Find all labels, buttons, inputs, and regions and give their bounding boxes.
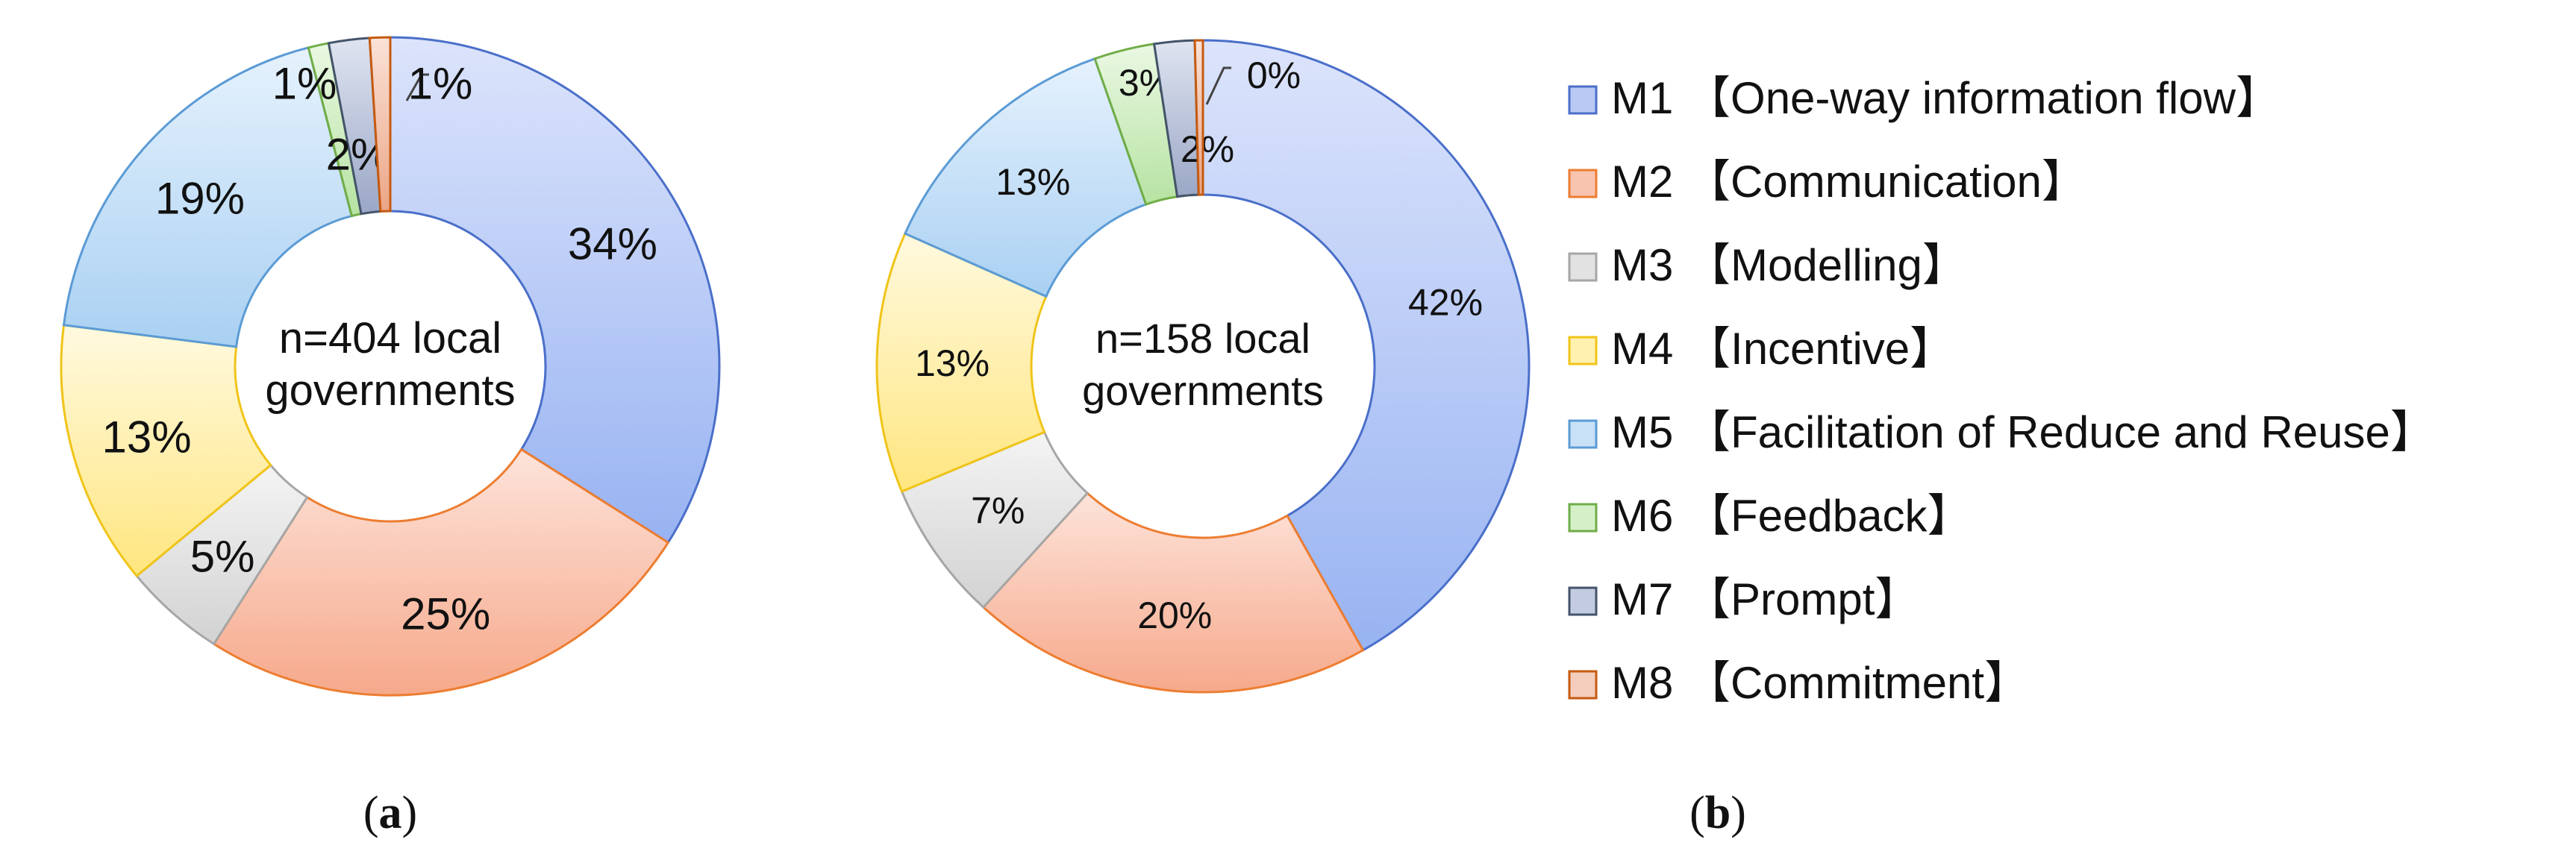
legend-label-m5: M5 【Facilitation of Reduce and Reuse】 — [1611, 407, 2435, 457]
value-label-m2: 25% — [401, 589, 490, 638]
legend-item-m7: M7 【Prompt】 — [1568, 574, 1919, 624]
legend-swatch-m8 — [1568, 670, 1598, 700]
legend-item-m4: M4 【Incentive】 — [1568, 324, 1954, 374]
value-label-m1: 42% — [1408, 282, 1483, 324]
value-label-m5: 13% — [995, 161, 1070, 203]
panel-caption-b: (b) — [1689, 788, 1746, 838]
legend-swatch-m3 — [1568, 252, 1598, 282]
legend-label-m2: M2 【Communication】 — [1611, 157, 2086, 207]
legend-swatch-m4 — [1568, 336, 1598, 365]
panel-caption-a: (a) — [363, 788, 417, 838]
panel-caption-a-letter: a — [379, 788, 402, 838]
svg-text:(b): (b) — [1689, 788, 1746, 838]
legend-item-m1: M1 【One-way information flow】 — [1568, 73, 2280, 123]
legend-label-m7: M7 【Prompt】 — [1611, 574, 1919, 624]
donut-chart-b: 42%20%7%13%13%3%2%0%n=158 local governmen… — [875, 39, 1531, 694]
center-label: n=158 local governments — [1082, 315, 1324, 414]
value-label-m4: 13% — [915, 342, 990, 384]
legend-label-m6: M6 【Feedback】 — [1611, 491, 1972, 541]
value-label-m4: 13% — [101, 412, 191, 462]
leader-line-m8 — [1205, 66, 1231, 105]
legend-item-m2: M2 【Communication】 — [1568, 157, 2086, 207]
legend-label-m3: M3 【Modelling】 — [1611, 240, 1967, 290]
value-label-m3: 7% — [971, 489, 1025, 531]
legend-label-m1: M1 【One-way information flow】 — [1611, 73, 2280, 123]
svg-text:(a): (a) — [363, 788, 417, 838]
slice-m1 — [1201, 39, 1531, 652]
legend-item-m5: M5 【Facilitation of Reduce and Reuse】 — [1568, 407, 2435, 457]
legend-swatch-m1 — [1568, 85, 1598, 115]
legend-swatch-m5 — [1568, 419, 1598, 449]
legend-swatch-m7 — [1568, 586, 1598, 616]
value-label-m3: 5% — [190, 532, 255, 582]
slice-m5 — [903, 57, 1148, 298]
legend-label-m8: M8 【Commitment】 — [1611, 658, 2029, 708]
slice-m2 — [981, 491, 1365, 694]
donut-chart-a: 34%25%5%13%19%1%2%1%n=404 local governmen… — [60, 36, 721, 697]
slice-m4 — [875, 232, 1048, 493]
slice-m1 — [389, 36, 721, 545]
legend-swatch-m2 — [1568, 169, 1598, 198]
value-label-m7: 2% — [1181, 128, 1234, 170]
value-label-m5: 19% — [155, 174, 245, 224]
value-label-m8: 1% — [408, 59, 473, 109]
value-label-m2: 20% — [1137, 594, 1212, 636]
slice-m8 — [1193, 39, 1204, 196]
slice-m8 — [368, 36, 392, 213]
leader-line-m8 — [405, 73, 429, 101]
legend-swatch-m6 — [1568, 503, 1598, 533]
value-label-m8: 0% — [1247, 54, 1301, 96]
value-label-m1: 34% — [568, 219, 657, 269]
legend-item-m8: M8 【Commitment】 — [1568, 658, 2029, 708]
panel-caption-b-letter: b — [1705, 788, 1731, 838]
legend-label-m4: M4 【Incentive】 — [1611, 324, 1954, 374]
legend-item-m3: M3 【Modelling】 — [1568, 240, 1967, 290]
legend: M1 【One-way information flow】 M2 【Communi… — [1568, 73, 2435, 708]
slice-m4 — [60, 324, 272, 578]
legend-item-m6: M6 【Feedback】 — [1568, 491, 1972, 541]
slice-m5 — [62, 46, 354, 348]
center-label: n=404 local governments — [265, 314, 515, 415]
value-label-m6: 1% — [272, 59, 337, 109]
slice-m2 — [212, 448, 670, 697]
